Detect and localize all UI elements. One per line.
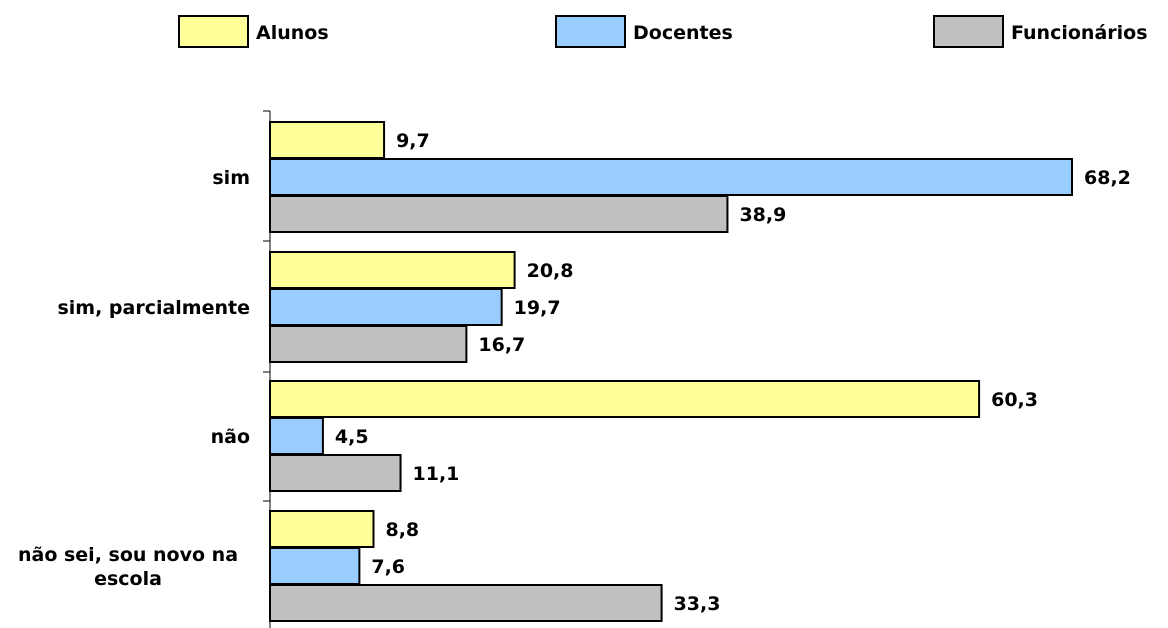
- bar-funcionarios-nao-sei-sou-novo-na-escola: [269, 584, 663, 622]
- category-label-line: escola: [94, 568, 162, 590]
- category-label-line: não sei, sou novo na: [18, 544, 238, 566]
- data-label-docentes-nao: 4,5: [335, 426, 369, 448]
- category-label-sim-parcialmente: sim, parcialmente: [57, 297, 250, 319]
- data-label-docentes-sim-parcialmente: 19,7: [514, 297, 561, 319]
- data-label-funcionarios-nao: 11,1: [413, 463, 460, 485]
- bar-alunos-sim: [269, 121, 386, 159]
- data-label-docentes-nao-sei-sou-novo-na-escola: 7,6: [371, 556, 405, 578]
- bar-funcionarios-sim: [269, 195, 729, 233]
- legend-swatch-funcionarios: [933, 15, 1004, 48]
- data-label-docentes-sim: 68,2: [1084, 167, 1131, 189]
- data-label-alunos-sim-parcialmente: 20,8: [527, 260, 574, 282]
- category-label-nao: não: [211, 426, 250, 448]
- bar-docentes-sim-parcialmente: [269, 288, 503, 326]
- legend-label-funcionarios: Funcionários: [1011, 22, 1148, 44]
- data-label-alunos-nao: 60,3: [991, 389, 1038, 411]
- data-label-alunos-sim: 9,7: [396, 130, 430, 152]
- bar-alunos-sim-parcialmente: [269, 251, 516, 289]
- bar-docentes-nao-sei-sou-novo-na-escola: [269, 547, 361, 585]
- legend-label-alunos: Alunos: [256, 22, 329, 44]
- bar-alunos-nao-sei-sou-novo-na-escola: [269, 510, 375, 548]
- bar-docentes-sim: [269, 158, 1073, 196]
- category-label-sim: sim: [212, 167, 250, 189]
- bars: 9,7 68,2 38,9 20,8 19,7 16,7 60,3 4,5 11,1 8,8 7,6…: [269, 121, 1131, 622]
- bar-alunos-nao: [269, 380, 981, 418]
- legend: Alunos Docentes Funcionários: [178, 15, 1148, 48]
- legend-swatch-docentes: [555, 15, 626, 48]
- data-label-alunos-nao-sei-sou-novo-na-escola: 8,8: [385, 519, 419, 541]
- category-label-line: sim, parcialmente: [57, 297, 250, 319]
- data-label-funcionarios-sim-parcialmente: 16,7: [478, 334, 525, 356]
- data-label-funcionarios-sim: 38,9: [739, 204, 786, 226]
- category-axis: [263, 110, 271, 628]
- bar-funcionarios-sim-parcialmente: [269, 325, 468, 363]
- category-label-line: sim: [212, 167, 250, 189]
- legend-label-docentes: Docentes: [633, 22, 733, 44]
- data-label-funcionarios-nao-sei-sou-novo-na-escola: 33,3: [674, 593, 721, 615]
- bar-funcionarios-nao: [269, 454, 402, 492]
- category-label-nao-sei-sou-novo-na-escola: não sei, sou novo na escola: [18, 544, 238, 590]
- bar-docentes-nao: [269, 417, 324, 455]
- category-label-line: não: [211, 426, 250, 448]
- category-labels: sim sim, parcialmente não não sei, sou novo…: [18, 167, 250, 590]
- legend-swatch-alunos: [178, 15, 249, 48]
